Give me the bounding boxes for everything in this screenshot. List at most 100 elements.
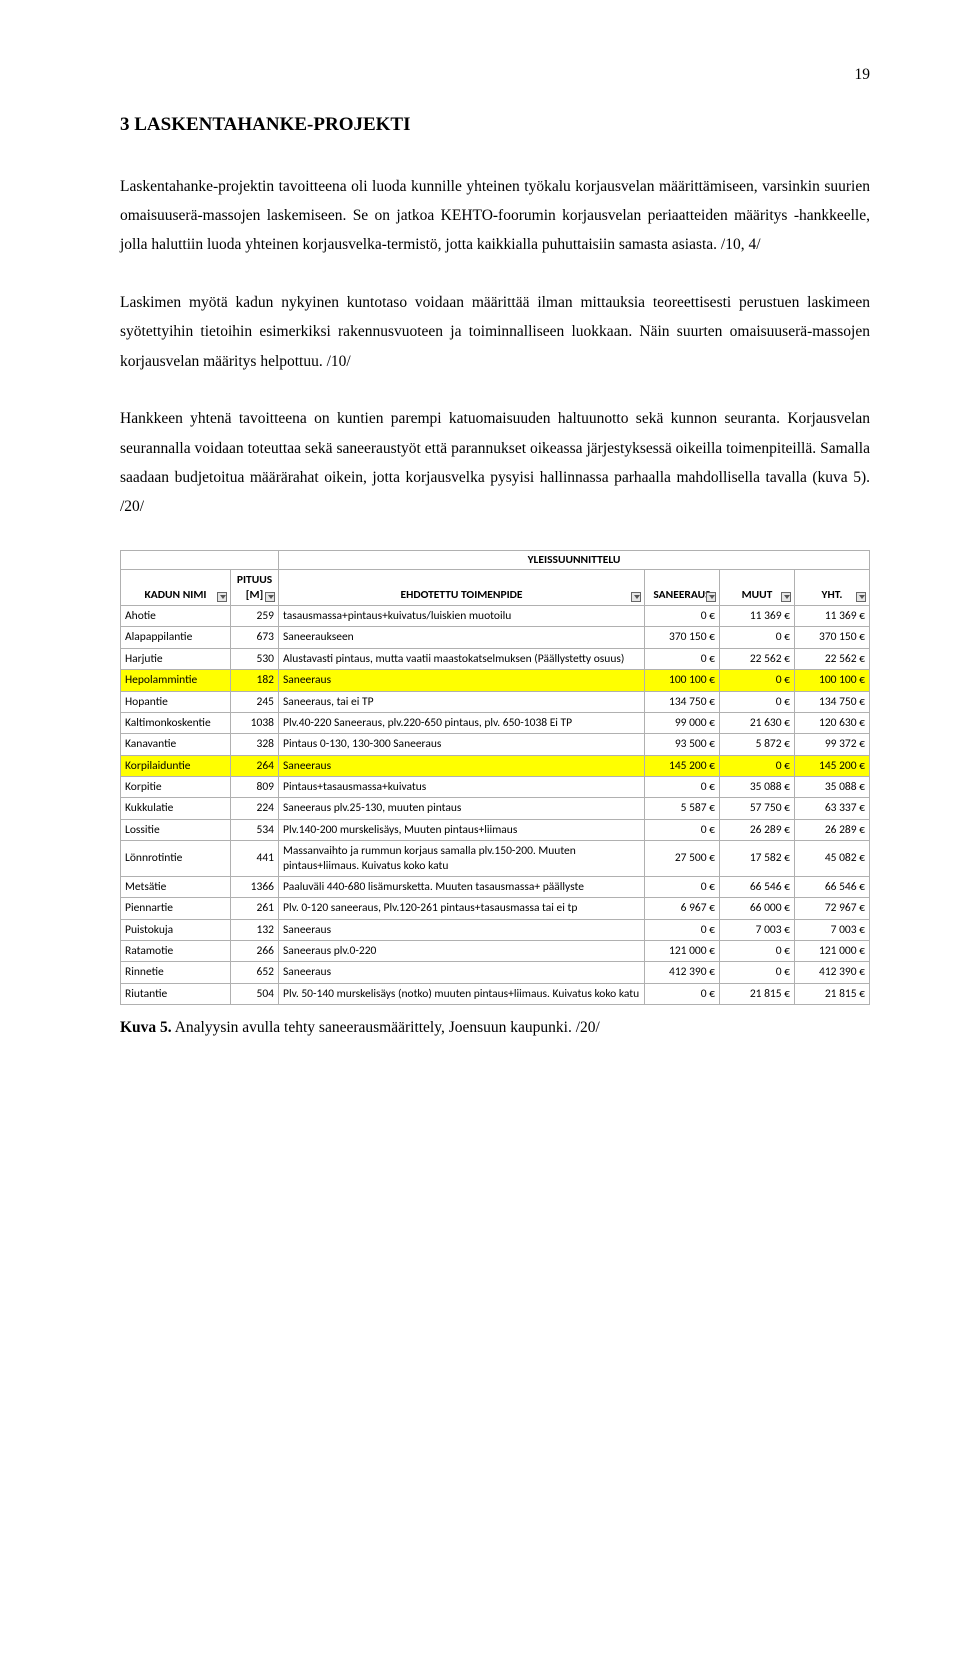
- cell-length: 1366: [231, 876, 279, 897]
- cell-muut: 66 546 €: [720, 876, 795, 897]
- cell-name: Metsätie: [121, 876, 231, 897]
- cell-muut: 0 €: [720, 941, 795, 962]
- filter-icon[interactable]: [631, 592, 641, 602]
- table-row: Riutantie504Plv. 50-140 murskelisäys (no…: [121, 983, 870, 1004]
- section-heading: 3 LASKENTAHANKE-PROJEKTI: [120, 107, 870, 143]
- table-row: Lönnrotintie441Massanvaihto ja rummun ko…: [121, 841, 870, 877]
- cell-action: Saneeraukseen: [279, 627, 645, 648]
- cell-length: 328: [231, 734, 279, 755]
- cell-muut: 0 €: [720, 962, 795, 983]
- cell-name: Lönnrotintie: [121, 841, 231, 877]
- cell-muut: 17 582 €: [720, 841, 795, 877]
- cell-length: 652: [231, 962, 279, 983]
- planning-table: YLEISSUUNNITTELU KADUN NIMI PITUUS [M] E…: [120, 550, 870, 1005]
- table-row: Ratamotie266Saneeraus plv.0-220121 000 €…: [121, 941, 870, 962]
- cell-muut: 7 003 €: [720, 919, 795, 940]
- table-row: Hopantie245Saneeraus, tai ei TP134 750 €…: [121, 691, 870, 712]
- cell-length: 534: [231, 819, 279, 840]
- cell-action: Saneeraus: [279, 670, 645, 691]
- cell-san: 0 €: [645, 819, 720, 840]
- col-yht-header[interactable]: YHT.: [795, 570, 870, 606]
- cell-action: Pintaus+tasausmassa+kuivatus: [279, 777, 645, 798]
- paragraph-3: Hankkeen yhtenä tavoitteena on kuntien p…: [120, 404, 870, 522]
- cell-muut: 57 750 €: [720, 798, 795, 819]
- cell-san: 134 750 €: [645, 691, 720, 712]
- cell-san: 0 €: [645, 777, 720, 798]
- cell-san: 121 000 €: [645, 941, 720, 962]
- cell-muut: 0 €: [720, 627, 795, 648]
- cell-yht: 412 390 €: [795, 962, 870, 983]
- table-row: Metsätie1366Paaluväli 440-680 lisämurske…: [121, 876, 870, 897]
- table-row: Korpilaiduntie264Saneeraus145 200 €0 €14…: [121, 755, 870, 776]
- table-row: Lossitie534Plv.140-200 murskelisäys, Muu…: [121, 819, 870, 840]
- cell-yht: 121 000 €: [795, 941, 870, 962]
- cell-san: 412 390 €: [645, 962, 720, 983]
- cell-length: 261: [231, 898, 279, 919]
- col-san-label: SANEERAUS: [653, 588, 710, 602]
- filter-icon[interactable]: [217, 592, 227, 602]
- col-action-header[interactable]: EHDOTETTU TOIMENPIDE: [279, 570, 645, 606]
- cell-name: Korpitie: [121, 777, 231, 798]
- table-header-row: KADUN NIMI PITUUS [M] EHDOTETTU TOIMENPI…: [121, 570, 870, 606]
- filter-icon[interactable]: [265, 592, 275, 602]
- cell-san: 0 €: [645, 876, 720, 897]
- cell-san: 93 500 €: [645, 734, 720, 755]
- cell-muut: 35 088 €: [720, 777, 795, 798]
- cell-yht: 26 289 €: [795, 819, 870, 840]
- cell-action: Alustavasti pintaus, mutta vaatii maasto…: [279, 648, 645, 669]
- cell-muut: 11 369 €: [720, 606, 795, 627]
- cell-san: 0 €: [645, 606, 720, 627]
- cell-muut: 0 €: [720, 755, 795, 776]
- col-length-unit: [M]: [246, 588, 264, 602]
- cell-muut: 21 630 €: [720, 712, 795, 733]
- table-row: Alapappilantie673Saneeraukseen370 150 €0…: [121, 627, 870, 648]
- cell-length: 224: [231, 798, 279, 819]
- cell-action: Plv.140-200 murskelisäys, Muuten pintaus…: [279, 819, 645, 840]
- cell-action: Plv. 50-140 murskelisäys (notko) muuten …: [279, 983, 645, 1004]
- col-length-header[interactable]: PITUUS [M]: [231, 570, 279, 606]
- col-muut-label: MUUT: [742, 588, 773, 602]
- cell-name: Piennartie: [121, 898, 231, 919]
- cell-name: Ratamotie: [121, 941, 231, 962]
- cell-action: Paaluväli 440-680 lisämursketta. Muuten …: [279, 876, 645, 897]
- figure-caption: Kuva 5. Analyysin avulla tehty saneeraus…: [120, 1013, 870, 1042]
- cell-san: 145 200 €: [645, 755, 720, 776]
- cell-yht: 134 750 €: [795, 691, 870, 712]
- table-row: Korpitie809Pintaus+tasausmassa+kuivatus0…: [121, 777, 870, 798]
- cell-action: Saneeraus: [279, 962, 645, 983]
- table-superheader-row: YLEISSUUNNITTELU: [121, 550, 870, 569]
- cell-san: 0 €: [645, 983, 720, 1004]
- cell-action: Saneeraus plv.25-130, muuten pintaus: [279, 798, 645, 819]
- filter-icon[interactable]: [781, 592, 791, 602]
- filter-icon[interactable]: [706, 592, 716, 602]
- cell-name: Riutantie: [121, 983, 231, 1004]
- cell-yht: 22 562 €: [795, 648, 870, 669]
- cell-san: 0 €: [645, 648, 720, 669]
- cell-length: 441: [231, 841, 279, 877]
- cell-san: 27 500 €: [645, 841, 720, 877]
- cell-action: Saneeraus: [279, 755, 645, 776]
- cell-yht: 72 967 €: [795, 898, 870, 919]
- cell-yht: 21 815 €: [795, 983, 870, 1004]
- cell-name: Kukkulatie: [121, 798, 231, 819]
- cell-length: 245: [231, 691, 279, 712]
- col-san-header[interactable]: SANEERAUS: [645, 570, 720, 606]
- cell-san: 100 100 €: [645, 670, 720, 691]
- filter-icon[interactable]: [856, 592, 866, 602]
- cell-yht: 370 150 €: [795, 627, 870, 648]
- col-name-header[interactable]: KADUN NIMI: [121, 570, 231, 606]
- cell-name: Kaltimonkoskentie: [121, 712, 231, 733]
- cell-yht: 35 088 €: [795, 777, 870, 798]
- cell-length: 1038: [231, 712, 279, 733]
- cell-action: Plv.40-220 Saneeraus, plv.220-650 pintau…: [279, 712, 645, 733]
- cell-length: 266: [231, 941, 279, 962]
- cell-yht: 11 369 €: [795, 606, 870, 627]
- cell-yht: 63 337 €: [795, 798, 870, 819]
- col-name-label: KADUN NIMI: [145, 588, 207, 602]
- cell-muut: 0 €: [720, 670, 795, 691]
- col-muut-header[interactable]: MUUT: [720, 570, 795, 606]
- cell-length: 809: [231, 777, 279, 798]
- cell-muut: 22 562 €: [720, 648, 795, 669]
- cell-yht: 66 546 €: [795, 876, 870, 897]
- cell-muut: 66 000 €: [720, 898, 795, 919]
